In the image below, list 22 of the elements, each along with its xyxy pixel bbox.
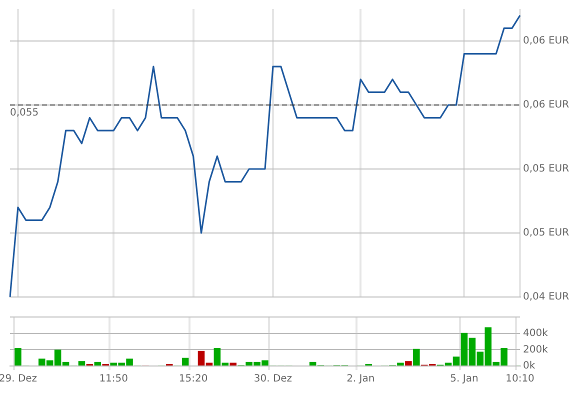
ref-line-label: 0,055 <box>10 108 39 119</box>
y-tick-label: 0,05 EUR <box>523 228 570 239</box>
x-tick-label: 2. Jan <box>346 374 375 385</box>
y-tick-label: 0,06 EUR <box>523 100 570 111</box>
bar <box>405 361 412 366</box>
bar <box>230 362 237 366</box>
y-tick-label: 0,06 EUR <box>523 36 570 47</box>
y-tick-label: 0,05 EUR <box>523 164 570 175</box>
y-tick-label: 0,04 EUR <box>523 292 570 303</box>
y-tick-label: 400k <box>523 328 548 339</box>
x-tick-label: 15:20 <box>178 374 208 385</box>
bar <box>182 358 189 366</box>
bar <box>94 362 102 366</box>
bar <box>78 361 86 366</box>
x-tick-label: 5. Jan <box>450 374 478 385</box>
y-tick-label: 0k <box>523 360 536 372</box>
bar <box>413 348 420 366</box>
y-tick-label: 200k <box>523 344 548 356</box>
x-tick-label: 11:50 <box>99 374 128 385</box>
x-tick-label: 10:10 <box>506 374 534 385</box>
bar <box>14 348 22 366</box>
x-tick-label: 30. Dez <box>254 374 292 385</box>
